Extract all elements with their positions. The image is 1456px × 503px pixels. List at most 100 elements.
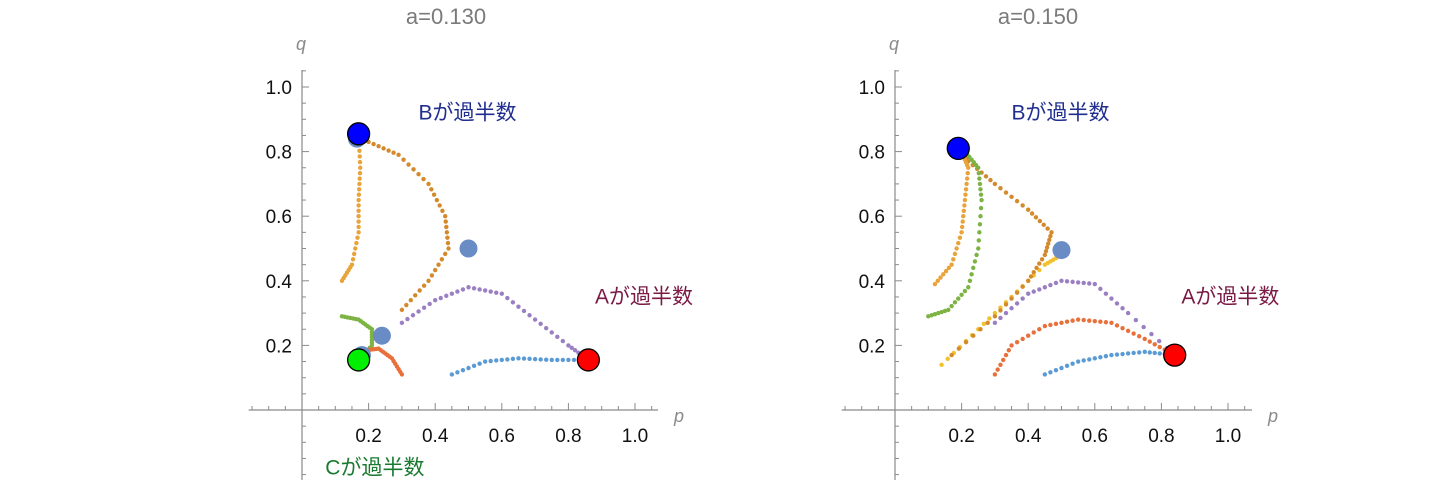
trajectory-point — [1081, 317, 1086, 323]
y-tick-label: 0.4 — [266, 272, 293, 293]
y-tick-label: 1.0 — [859, 78, 885, 99]
trajectory-point — [962, 197, 968, 203]
trajectory-point — [1048, 233, 1053, 239]
trajectory-point — [1114, 301, 1120, 306]
trajectory-point — [932, 281, 938, 287]
trajectory-point — [482, 288, 488, 293]
trajectory-point — [555, 357, 560, 363]
trajectory-point — [532, 356, 538, 362]
x-tick-label: 0.6 — [1082, 426, 1108, 447]
fixed-point — [459, 239, 478, 258]
trajectory-point — [961, 208, 967, 214]
y-tick-label: 0.4 — [859, 272, 886, 293]
trajectory-point — [505, 357, 510, 362]
trajectory-point — [357, 176, 362, 181]
trajectory-point — [353, 246, 358, 251]
trajectory-point — [959, 224, 965, 230]
trajectory-point — [356, 203, 361, 208]
trajectory-series-2 — [399, 285, 591, 363]
trajectory-point — [1043, 248, 1049, 254]
trajectory-point — [416, 172, 421, 177]
trajectory-point — [429, 273, 435, 278]
trajectory-point — [1037, 327, 1042, 332]
trajectory-point — [941, 272, 946, 277]
trajectory-point — [1133, 317, 1139, 323]
trajectory-point — [967, 278, 973, 283]
trajectory-point — [1042, 285, 1048, 290]
trajectory-point — [992, 181, 998, 187]
trajectory-point — [943, 268, 949, 274]
trajectory-point — [974, 252, 979, 258]
trajectory-point — [460, 367, 466, 373]
trajectory-point — [1120, 325, 1125, 331]
trajectory-point — [455, 370, 460, 375]
trajectory-point — [358, 165, 363, 170]
trajectory-point — [433, 297, 438, 303]
trajectory-point — [964, 176, 970, 181]
trajectory-point — [436, 262, 441, 267]
trajectory-point — [1048, 282, 1053, 288]
trajectory-point — [544, 325, 549, 331]
trajectory-point — [356, 192, 362, 197]
trajectory-point — [935, 278, 940, 283]
y-tick-label: 0.6 — [266, 207, 292, 228]
trajectory-point — [1125, 351, 1131, 356]
trajectory-point — [992, 372, 998, 377]
trajectory-point — [356, 208, 361, 214]
y-tick-label: 0.2 — [266, 336, 292, 357]
trajectory-point — [1020, 336, 1025, 342]
trajectory-series-3 — [992, 317, 1177, 377]
trajectory-point — [956, 346, 962, 351]
trajectory-point — [426, 278, 431, 283]
x-axis-label: p — [1267, 406, 1278, 426]
trajectory-point — [1120, 351, 1125, 357]
trajectory-point — [560, 338, 566, 344]
trajectory-point — [1092, 318, 1098, 324]
trajectory-point — [979, 197, 984, 203]
trajectory-point — [356, 187, 362, 192]
trajectory-point — [992, 314, 998, 319]
trajectory-point — [987, 316, 992, 321]
trajectory-point — [977, 222, 983, 227]
trajectory-point — [1053, 367, 1059, 373]
trajectory-point — [1147, 339, 1152, 344]
trajectory-point — [956, 296, 961, 301]
trajectory-point — [1152, 350, 1157, 356]
trajectory-point — [413, 293, 418, 298]
trajectory-point — [408, 297, 413, 303]
trajectory-point — [494, 358, 499, 363]
region-annotation: Aが過半数 — [1181, 285, 1279, 308]
trajectory-point — [929, 313, 934, 318]
trajectory-point — [427, 301, 432, 307]
trajectory-series-3 — [356, 131, 451, 313]
trajectory-point — [1003, 190, 1009, 195]
trajectory-point — [1131, 331, 1136, 336]
trajectory-point — [1147, 350, 1152, 355]
trajectory-point — [1033, 215, 1039, 220]
trajectory-point — [981, 321, 986, 327]
trajectory-point — [437, 203, 442, 208]
trajectory-point — [942, 308, 948, 314]
trajectory-point — [976, 170, 982, 176]
trajectory-point — [354, 240, 359, 246]
trajectory-point — [976, 238, 982, 243]
trajectory-point — [1142, 349, 1147, 355]
trajectory-point — [978, 187, 983, 192]
trajectory-point — [544, 357, 549, 362]
trajectory-point — [356, 219, 361, 224]
trajectory-point — [926, 314, 931, 319]
trajectory-point — [949, 262, 954, 267]
trajectory-point — [952, 251, 958, 257]
trajectory-point — [978, 327, 983, 332]
trajectory-point — [357, 148, 362, 153]
trajectory-point — [357, 181, 362, 187]
trajectory-point — [421, 283, 427, 288]
trajectory-point — [391, 150, 396, 155]
trajectory-series-6 — [932, 149, 971, 287]
trajectory-point — [356, 197, 361, 203]
trajectory-point — [431, 192, 437, 197]
trajectory-point — [421, 305, 427, 310]
trajectory-point — [1109, 296, 1114, 301]
trajectory-point — [932, 311, 938, 317]
